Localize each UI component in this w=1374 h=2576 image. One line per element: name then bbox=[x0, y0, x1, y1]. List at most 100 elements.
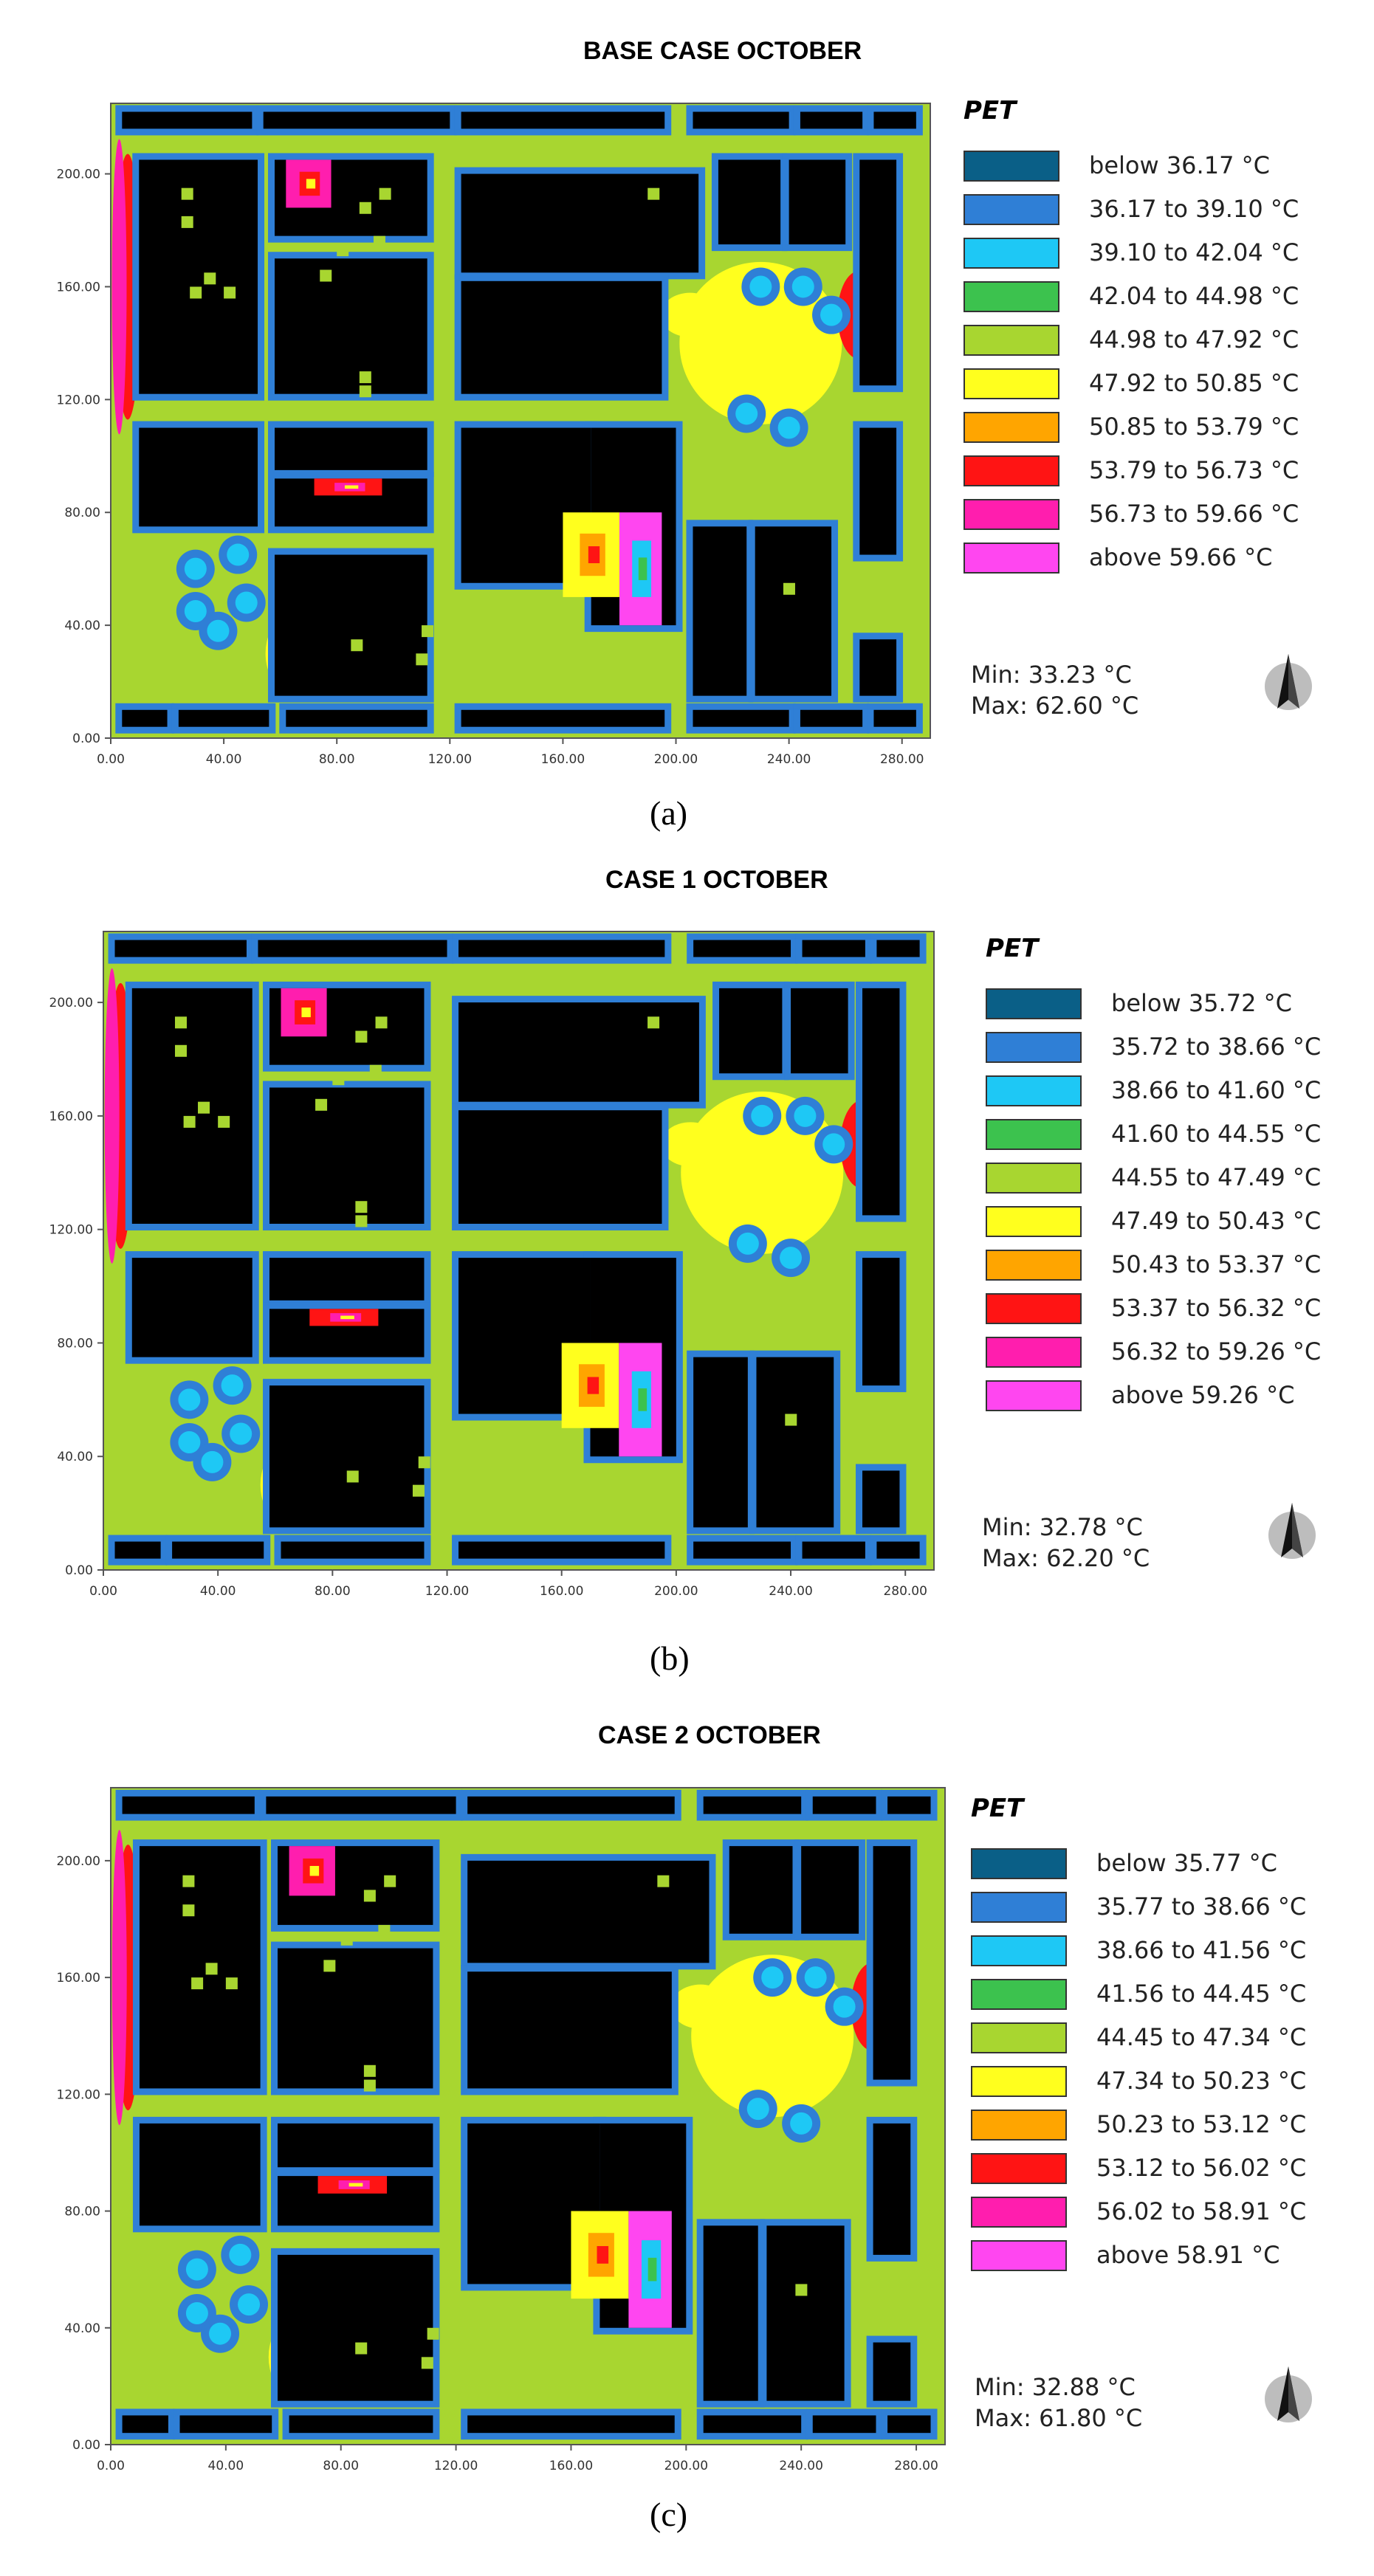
building bbox=[693, 111, 789, 129]
y-tick-label: 0.00 bbox=[72, 731, 100, 746]
min-value: Min: 32.78 °C bbox=[982, 1513, 1143, 1541]
roof-plot bbox=[225, 1977, 238, 1990]
legend-item: 47.49 to 50.43 °C bbox=[986, 1203, 1374, 1241]
tree-canopy-core bbox=[185, 2258, 208, 2281]
roof-plot bbox=[355, 2342, 368, 2355]
pet-map: 0.00 40.00 80.00 120.00 160.00 200.00 240.00 28… bbox=[57, 1787, 946, 2473]
building bbox=[859, 159, 897, 386]
tree-canopy-core bbox=[751, 1104, 774, 1127]
legend-item: 56.02 to 58.91 °C bbox=[971, 2194, 1374, 2232]
roof-plot bbox=[181, 187, 193, 200]
x-tick-label: 80.00 bbox=[315, 1584, 351, 1599]
roof-plot bbox=[332, 1073, 345, 1086]
legend-swatch bbox=[986, 1075, 1082, 1106]
legend-swatch bbox=[971, 2240, 1067, 2271]
x-tick-label: 40.00 bbox=[200, 1584, 236, 1599]
roof-plot bbox=[363, 1890, 376, 1902]
legend-item: 39.10 to 42.04 °C bbox=[963, 235, 1374, 273]
legend-swatch bbox=[986, 1293, 1082, 1324]
x-tick-label: 120.00 bbox=[434, 2459, 478, 2473]
roof-plot bbox=[378, 1924, 391, 1937]
tree-canopy-core bbox=[207, 619, 230, 642]
x-tick-label: 120.00 bbox=[428, 752, 472, 767]
legend-label: 50.23 to 53.12 °C bbox=[1096, 2110, 1307, 2138]
building bbox=[729, 1846, 793, 1934]
tree-canopy-core bbox=[185, 2302, 208, 2324]
building bbox=[458, 1541, 665, 1559]
building bbox=[800, 709, 863, 727]
roof-plot bbox=[340, 1933, 353, 1946]
roof-plot bbox=[337, 244, 349, 257]
building bbox=[755, 526, 832, 696]
building bbox=[289, 2415, 433, 2434]
roof-plot bbox=[363, 2064, 376, 2077]
building bbox=[269, 1087, 425, 1224]
building bbox=[693, 940, 791, 957]
legend-item: 35.72 to 38.66 °C bbox=[986, 1029, 1374, 1067]
max-value: Max: 62.20 °C bbox=[982, 1544, 1150, 1572]
building bbox=[789, 159, 846, 245]
panel-caption: (b) bbox=[650, 1639, 690, 1677]
legend-item: above 59.26 °C bbox=[986, 1377, 1374, 1416]
building bbox=[281, 1541, 425, 1559]
roof-plot bbox=[320, 269, 332, 282]
legend-item: 44.45 to 47.34 °C bbox=[971, 2019, 1374, 2058]
x-tick-label: 280.00 bbox=[894, 2459, 938, 2473]
heat-spot bbox=[111, 139, 127, 435]
legend-label: 53.37 to 56.32 °C bbox=[1111, 1294, 1322, 1322]
y-tick-label: 120.00 bbox=[57, 393, 100, 407]
legend-label: 44.98 to 47.92 °C bbox=[1089, 326, 1299, 354]
roof-plot bbox=[373, 235, 385, 248]
legend-swatch bbox=[971, 2153, 1067, 2184]
building bbox=[703, 2415, 802, 2434]
building bbox=[258, 940, 447, 957]
x-tick-label: 240.00 bbox=[769, 1584, 812, 1599]
legend-item: below 35.72 °C bbox=[986, 985, 1374, 1024]
building bbox=[172, 1541, 264, 1559]
legend-swatch bbox=[971, 2022, 1067, 2053]
building bbox=[812, 2415, 876, 2434]
roof-plot bbox=[351, 639, 363, 652]
x-tick-label: 160.00 bbox=[549, 2459, 593, 2473]
tree-canopy-core bbox=[804, 1966, 827, 1989]
x-tick-label: 0.00 bbox=[97, 752, 125, 767]
legend-label: 36.17 to 39.10 °C bbox=[1089, 195, 1299, 223]
legend-item: above 59.66 °C bbox=[963, 540, 1374, 578]
legend-label: 47.49 to 50.43 °C bbox=[1111, 1207, 1322, 1235]
legend-item: below 36.17 °C bbox=[963, 148, 1374, 186]
roof-plot bbox=[183, 1115, 196, 1128]
tree-canopy-core bbox=[820, 303, 843, 326]
roof-plot bbox=[416, 653, 428, 666]
north-arrow-icon bbox=[1265, 2366, 1312, 2422]
x-tick-label: 120.00 bbox=[425, 1584, 469, 1599]
tree-canopy-core bbox=[229, 2243, 252, 2266]
building bbox=[873, 2123, 911, 2255]
building bbox=[461, 709, 665, 727]
building bbox=[862, 1470, 900, 1528]
tree-canopy-core bbox=[227, 543, 250, 566]
building bbox=[693, 1541, 791, 1559]
x-tick-label: 200.00 bbox=[664, 2459, 708, 2473]
building bbox=[458, 1110, 662, 1224]
legend-item: above 58.91 °C bbox=[971, 2237, 1374, 2276]
legend-item: 38.66 to 41.56 °C bbox=[971, 1932, 1374, 1971]
legend-item: 38.66 to 41.60 °C bbox=[986, 1072, 1374, 1111]
roof-plot bbox=[190, 286, 202, 299]
y-tick-label: 0.00 bbox=[72, 2438, 100, 2453]
roof-plot bbox=[648, 1016, 660, 1029]
x-tick-label: 280.00 bbox=[880, 752, 924, 767]
building bbox=[756, 1357, 834, 1528]
legend-swatch bbox=[963, 151, 1059, 182]
roof-plot bbox=[174, 1044, 187, 1057]
legend-item: 50.43 to 53.37 °C bbox=[986, 1247, 1374, 1285]
building bbox=[178, 709, 269, 727]
building bbox=[859, 639, 897, 696]
legend-swatch bbox=[986, 1163, 1082, 1194]
tree-canopy-core bbox=[833, 1995, 856, 2018]
legend-label: 53.12 to 56.02 °C bbox=[1096, 2154, 1307, 2182]
legend-swatch bbox=[986, 1206, 1082, 1237]
legend-label: 44.55 to 47.49 °C bbox=[1111, 1163, 1322, 1191]
building bbox=[139, 2123, 261, 2226]
pet-map: 0.00 40.00 80.00 120.00 160.00 200.00 240.00 28… bbox=[49, 931, 935, 1599]
legend-item: 44.98 to 47.92 °C bbox=[963, 322, 1374, 360]
